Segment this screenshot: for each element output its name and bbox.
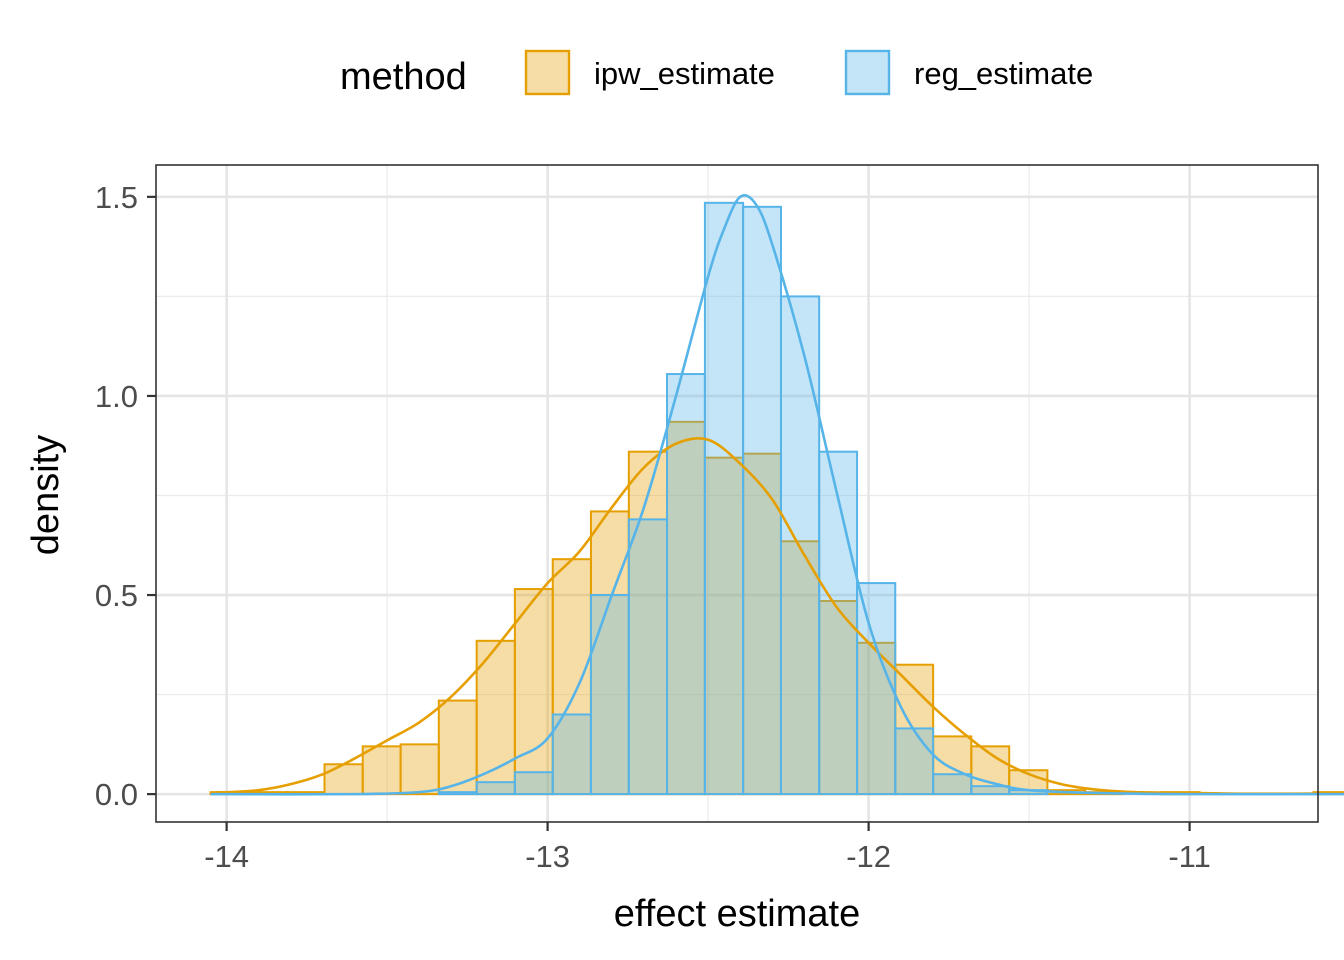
- legend: method ipw_estimate reg_estimate: [340, 49, 1093, 98]
- legend-key-ipw-estimate: [524, 49, 571, 96]
- bar-ipw-estimate-5: [399, 743, 440, 796]
- x-axis: -14 -13 -12 -11: [204, 822, 1211, 874]
- bar-reg-estimate-4: [589, 594, 630, 796]
- bar-ipw-estimate-15: [779, 540, 821, 796]
- panel-background: [156, 165, 1318, 822]
- y-axis: 0.0 0.5 1.0 1.5: [95, 180, 156, 812]
- density-curve-ipw-estimate: [210, 437, 1344, 796]
- bar-ipw-estimate-9: [551, 558, 592, 796]
- bar-ipw-estimate-8: [513, 588, 554, 796]
- y-axis-title: density: [25, 435, 67, 555]
- bar-reg-estimate-11: [856, 582, 897, 796]
- bar-reg-estimate-7: [703, 201, 745, 796]
- bar-ipw-estimate-19: [932, 735, 973, 796]
- series-reg-estimate-bars: [437, 201, 1049, 796]
- plot-panel: [155, 164, 1344, 823]
- bar-reg-estimate-12: [894, 727, 935, 796]
- density-curves: [210, 194, 1344, 796]
- x-axis-title: effect estimate: [614, 893, 860, 935]
- bar-reg-estimate-3: [551, 713, 592, 796]
- bar-reg-estimate-5: [627, 518, 669, 796]
- panel-border: [155, 164, 1319, 823]
- bar-reg-estimate-2: [513, 771, 554, 796]
- x-tick-label-2: -12: [846, 839, 891, 874]
- bar-reg-estimate-13: [932, 773, 973, 796]
- legend-title: method: [340, 56, 467, 98]
- y-tick-label-1: 0.5: [95, 578, 138, 613]
- series-ipw-estimate-bars: [209, 420, 1344, 796]
- bar-ipw-estimate-4: [361, 745, 402, 796]
- legend-label-ipw-estimate: ipw_estimate: [594, 56, 775, 91]
- bar-reg-estimate-8: [742, 205, 782, 796]
- legend-key-reg-estimate: [844, 49, 891, 96]
- legend-label-reg-estimate: reg_estimate: [914, 56, 1093, 91]
- y-tick-label-3: 1.5: [95, 180, 138, 215]
- x-tick-label-1: -13: [525, 839, 570, 874]
- bar-ipw-estimate-16: [818, 600, 859, 796]
- bar-ipw-estimate-3: [323, 763, 364, 796]
- y-tick-label-0: 0.0: [95, 777, 138, 812]
- x-tick-label-0: -14: [204, 839, 249, 874]
- bar-reg-estimate-14: [970, 785, 1011, 796]
- x-tick-label-3: -11: [1168, 839, 1211, 874]
- bar-reg-estimate-1: [475, 781, 516, 796]
- density-curve-reg-estimate: [210, 194, 1344, 796]
- y-tick-label-2: 1.0: [95, 379, 138, 414]
- bar-reg-estimate-0: [437, 791, 478, 796]
